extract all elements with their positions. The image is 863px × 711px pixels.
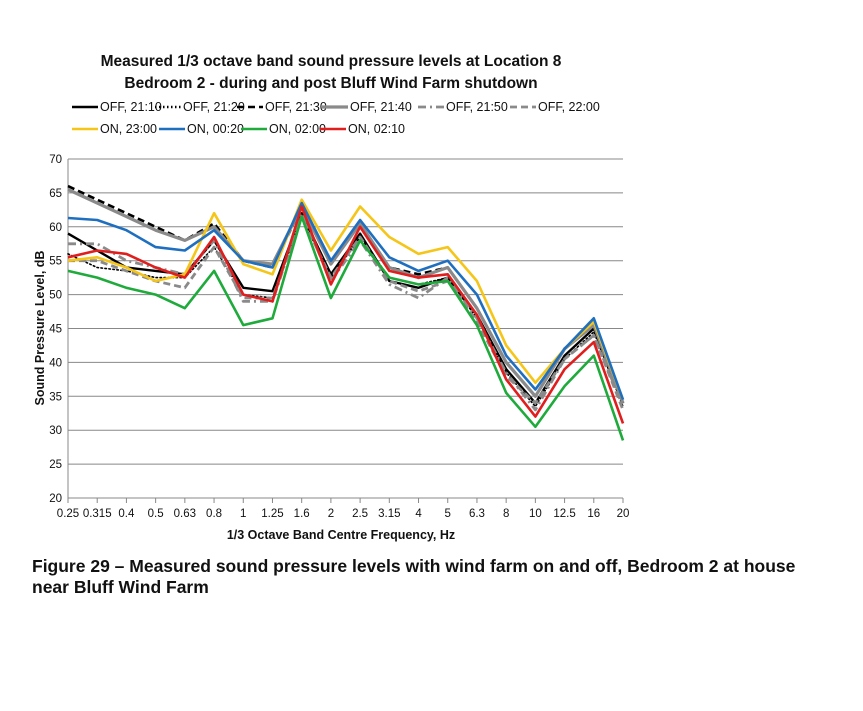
y-tick-label: 40	[49, 357, 62, 369]
y-axis-ticks: 20 25 30 35 40 45 50 55 60 65 70	[49, 154, 62, 505]
legend-label: ON, 02:00	[269, 122, 326, 136]
x-tick-label: 16	[587, 508, 600, 520]
chart: Measured 1/3 octave band sound pressure …	[33, 53, 630, 542]
series-line	[67, 205, 625, 424]
x-tick-label: 1.6	[294, 508, 310, 520]
y-tick-label: 25	[49, 459, 62, 471]
x-axis-ticks: 0.25 0.315 0.4 0.5 0.63 0.8 1 1.25 1.6 2 2.5 3.15 4 5…	[57, 498, 630, 520]
y-tick-label: 60	[49, 222, 62, 234]
x-tick-label: 0.315	[83, 508, 112, 520]
series-line	[67, 201, 625, 401]
series-line	[67, 198, 625, 401]
legend-label: OFF, 21:40	[350, 100, 412, 114]
y-tick-label: 20	[49, 493, 62, 505]
y-axis-label: Sound Pressure Level, dB	[33, 251, 47, 406]
series-line	[67, 188, 625, 404]
x-tick-label: 0.5	[148, 508, 164, 520]
legend-label: ON, 00:20	[187, 122, 244, 136]
chart-gridlines	[67, 158, 623, 499]
y-tick-label: 30	[49, 425, 62, 437]
x-tick-label: 4	[415, 508, 422, 520]
x-tick-label: 1	[240, 508, 246, 520]
x-tick-label: 3.15	[378, 508, 400, 520]
legend-label: ON, 02:10	[348, 122, 405, 136]
x-tick-label: 12.5	[553, 508, 575, 520]
legend-label: OFF, 22:00	[538, 100, 600, 114]
x-tick-label: 1.25	[261, 508, 283, 520]
x-tick-label: 0.8	[206, 508, 222, 520]
x-tick-label: 2.5	[352, 508, 368, 520]
figure-caption: Figure 29 – Measured sound pressure leve…	[32, 556, 796, 597]
legend-label: OFF, 21:20	[183, 100, 245, 114]
x-tick-label: 10	[529, 508, 542, 520]
y-tick-label: 55	[49, 256, 62, 268]
legend-label: OFF, 21:50	[446, 100, 508, 114]
x-tick-label: 8	[503, 508, 509, 520]
chart-title-line2: Bedroom 2 - during and post Bluff Wind F…	[124, 75, 537, 92]
chart-title-line1: Measured 1/3 octave band sound pressure …	[101, 53, 562, 70]
series-line	[67, 215, 625, 441]
legend-label: ON, 23:00	[100, 122, 157, 136]
x-tick-label: 5	[445, 508, 451, 520]
y-tick-label: 45	[49, 324, 62, 336]
y-tick-label: 70	[49, 154, 62, 166]
x-tick-label: 0.63	[174, 508, 196, 520]
x-tick-label: 2	[328, 508, 334, 520]
x-tick-label: 0.4	[118, 508, 135, 520]
x-tick-label: 20	[617, 508, 630, 520]
series-line	[67, 184, 625, 404]
legend-label: OFF, 21:30	[265, 100, 327, 114]
x-tick-label: 0.25	[57, 508, 79, 520]
y-tick-label: 35	[49, 391, 62, 403]
x-axis-label: 1/3 Octave Band Centre Frequency, Hz	[227, 528, 455, 542]
y-tick-label: 65	[49, 188, 62, 200]
y-tick-label: 50	[49, 290, 62, 302]
chart-legend: OFF, 21:10 OFF, 21:20 OFF, 21:30 OFF, 21:40…	[72, 100, 600, 136]
plot-area	[67, 184, 625, 441]
legend-label: OFF, 21:10	[100, 100, 162, 114]
x-tick-label: 6.3	[469, 508, 485, 520]
